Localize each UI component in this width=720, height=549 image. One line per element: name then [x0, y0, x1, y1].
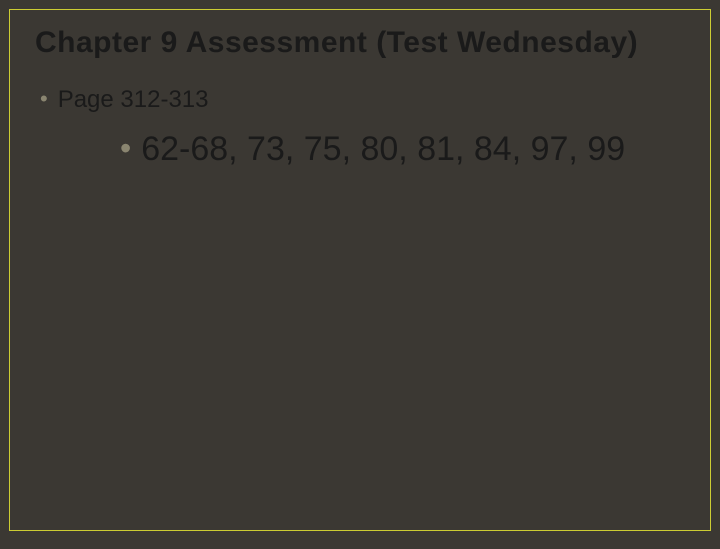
bullet-level2: • 62-68, 73, 75, 80, 81, 84, 97, 99 [35, 130, 685, 169]
slide-container: Chapter 9 Assessment (Test Wednesday) • … [9, 9, 711, 531]
bullet-level1: • Page 312-313 [35, 86, 685, 115]
slide-title: Chapter 9 Assessment (Test Wednesday) [35, 25, 685, 61]
bullet-icon: • [120, 130, 131, 167]
bullet-icon: • [40, 86, 48, 112]
level1-text: Page 312-313 [58, 86, 209, 115]
level2-text: 62-68, 73, 75, 80, 81, 84, 97, 99 [141, 130, 625, 169]
